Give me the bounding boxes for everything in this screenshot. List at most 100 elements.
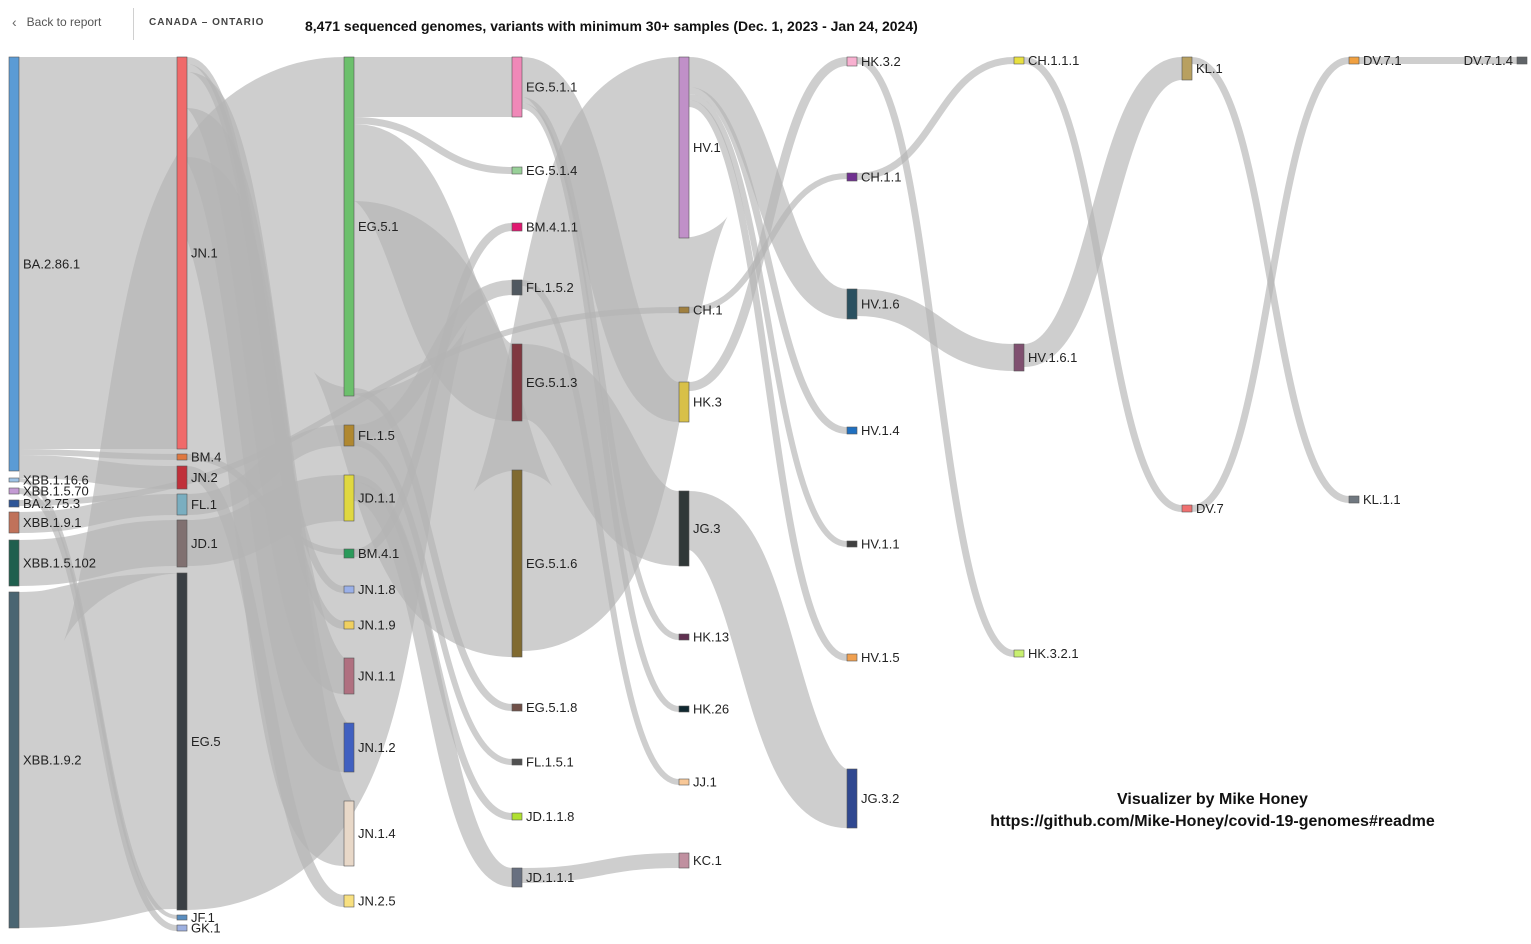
back-to-report-label: Back to report: [26, 15, 102, 29]
sankey-link[interactable]: [353, 280, 513, 440]
sankey-node[interactable]: [511, 222, 523, 232]
sankey-node[interactable]: [846, 56, 858, 67]
sankey-node[interactable]: [8, 511, 20, 534]
sankey-link[interactable]: [353, 223, 513, 557]
sankey-node[interactable]: [511, 703, 523, 712]
sankey-node[interactable]: [511, 812, 523, 821]
sankey-node-label: BM.4: [191, 450, 221, 465]
sankey-link[interactable]: [684, 491, 852, 828]
credit-url[interactable]: https://github.com/Mike-Honey/covid-19-g…: [990, 813, 1435, 830]
sankey-node[interactable]: [8, 56, 20, 472]
sankey-link[interactable]: [688, 100, 848, 661]
sankey-node-label: BA.2.75.3: [23, 496, 80, 511]
sankey-node[interactable]: [8, 477, 20, 483]
sankey-link[interactable]: [309, 201, 557, 657]
sankey-link[interactable]: [856, 289, 1015, 371]
sankey-node[interactable]: [343, 620, 355, 630]
sankey-node[interactable]: [176, 493, 188, 516]
sankey-node[interactable]: [343, 548, 355, 559]
sankey-node[interactable]: [1181, 56, 1193, 81]
sankey-link[interactable]: [1023, 57, 1183, 512]
sankey-node[interactable]: [678, 778, 690, 786]
sankey-link[interactable]: [518, 57, 683, 422]
sankey-node[interactable]: [846, 288, 858, 320]
sankey-node[interactable]: [176, 453, 188, 461]
region-label: CANADA – ONTARIO: [149, 17, 265, 28]
sankey-node-label: HK.3.2: [861, 54, 901, 69]
sankey-node[interactable]: [846, 426, 858, 435]
sankey-node[interactable]: [343, 424, 355, 447]
sankey-link[interactable]: [686, 57, 850, 319]
sankey-node[interactable]: [846, 172, 858, 182]
sankey-node[interactable]: [511, 279, 523, 296]
sankey-link[interactable]: [521, 97, 680, 640]
sankey-node[interactable]: [1013, 56, 1025, 65]
sankey-link[interactable]: [856, 57, 1015, 657]
sankey-node[interactable]: [678, 852, 690, 869]
sankey-node[interactable]: [1348, 495, 1360, 504]
sankey-link[interactable]: [16, 573, 180, 928]
sankey-node[interactable]: [176, 924, 188, 932]
sankey-node-label: BA.2.86.1: [23, 257, 80, 272]
sankey-node[interactable]: [1181, 504, 1193, 513]
sankey-node-label: JN.1.8: [358, 582, 396, 597]
sankey-node[interactable]: [343, 56, 355, 397]
sankey-node[interactable]: [846, 768, 858, 829]
sankey-link[interactable]: [688, 94, 848, 547]
sankey-node[interactable]: [176, 914, 188, 921]
sankey-node[interactable]: [176, 465, 188, 490]
sankey-node[interactable]: [678, 490, 690, 567]
sankey-link[interactable]: [353, 388, 513, 711]
sankey-node[interactable]: [8, 591, 20, 929]
sankey-link[interactable]: [352, 482, 514, 887]
back-to-report-link[interactable]: ‹ Back to report: [12, 14, 101, 30]
sankey-link[interactable]: [521, 853, 680, 883]
sankey-node-label: JN.2.5: [358, 894, 396, 909]
sankey-node[interactable]: [176, 56, 188, 450]
sankey-link[interactable]: [521, 280, 680, 785]
sankey-node[interactable]: [1013, 649, 1025, 658]
sankey-node[interactable]: [8, 539, 20, 587]
sankey-node[interactable]: [511, 166, 523, 175]
sankey-node[interactable]: [846, 653, 858, 662]
sankey-node[interactable]: [343, 722, 355, 773]
sankey-node[interactable]: [176, 572, 188, 911]
sankey-node[interactable]: [846, 540, 858, 548]
sankey-link[interactable]: [856, 57, 1015, 180]
sankey-node[interactable]: [343, 474, 355, 522]
sankey-link[interactable]: [688, 57, 848, 391]
sankey-node[interactable]: [511, 758, 523, 766]
sankey-link[interactable]: [688, 87, 848, 434]
sankey-node[interactable]: [511, 343, 523, 422]
sankey-node[interactable]: [511, 56, 523, 118]
sankey-node[interactable]: [678, 633, 690, 641]
sankey-node-label: EG.5.1.3: [526, 375, 577, 390]
sankey-node[interactable]: [343, 585, 355, 594]
sankey-node[interactable]: [343, 800, 355, 867]
sankey-node-label: HV.1: [693, 140, 721, 155]
sankey-node[interactable]: [1013, 343, 1025, 372]
sankey-link[interactable]: [353, 440, 513, 765]
sankey-node[interactable]: [176, 519, 188, 568]
sankey-node[interactable]: [511, 867, 523, 888]
sankey-node[interactable]: [1516, 56, 1528, 65]
sankey-node[interactable]: [678, 56, 690, 239]
sankey-node-label: EG.5.1.6: [526, 556, 577, 571]
sankey-node-label: HV.1.4: [861, 423, 900, 438]
sankey-node[interactable]: [343, 657, 355, 695]
sankey-link[interactable]: [1191, 57, 1350, 503]
sankey-link[interactable]: [688, 173, 848, 313]
sankey-link[interactable]: [1022, 57, 1184, 367]
sankey-node-label: GK.1: [191, 921, 221, 936]
sankey-node[interactable]: [8, 499, 20, 508]
sankey-node[interactable]: [678, 306, 690, 314]
sankey-node[interactable]: [1348, 56, 1360, 65]
sankey-node[interactable]: [678, 705, 690, 713]
sankey-node[interactable]: [8, 487, 20, 495]
sankey-node[interactable]: [343, 894, 355, 908]
sankey-link[interactable]: [60, 57, 471, 910]
sankey-link[interactable]: [353, 117, 513, 174]
sankey-link[interactable]: [518, 344, 683, 566]
sankey-node[interactable]: [511, 469, 523, 658]
sankey-node[interactable]: [678, 381, 690, 423]
